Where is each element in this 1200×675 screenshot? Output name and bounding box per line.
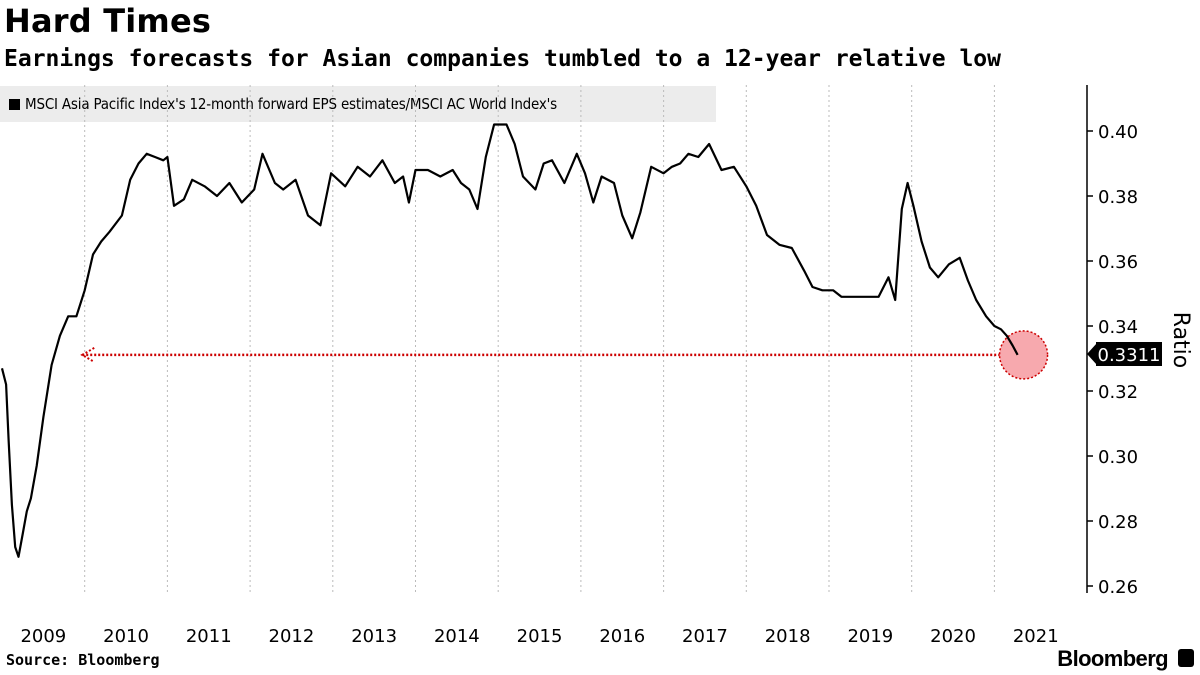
y-tick-label: 0.40 (1098, 122, 1138, 143)
y-tick-label: 0.38 (1098, 187, 1138, 208)
x-tick-label: 2016 (599, 626, 645, 647)
legend-label: MSCI Asia Pacific Index's 12-month forwa… (25, 95, 558, 113)
series-line (0, 123, 1019, 558)
y-axis-ticks: 0.26 0.28 0.30 0.32 0.34 0.36 0.38 0.40 (1087, 122, 1138, 598)
last-value-label: 0.3311 (1098, 345, 1161, 366)
y-axis-label: Ratio (1168, 312, 1193, 368)
x-tick-label: 2021 (1013, 626, 1059, 647)
y-tick-label: 0.28 (1098, 512, 1138, 533)
last-value-tag: 0.3311 (1087, 342, 1162, 366)
y-tick-label: 0.30 (1098, 447, 1138, 468)
x-tick-label: 2012 (269, 626, 315, 647)
y-tick-label: 0.32 (1098, 382, 1138, 403)
arrow-head (80, 347, 95, 363)
last-value-pointer (1087, 343, 1097, 365)
x-tick-label: 2013 (351, 626, 397, 647)
x-axis-ticks: 2009 2010 2011 2012 2013 2014 2015 2016 2017 2018… (20, 626, 1058, 647)
x-tick-label: 2018 (765, 626, 811, 647)
x-tick-label: 2010 (103, 626, 149, 647)
source-note: Source: Bloomberg (6, 651, 160, 669)
x-tick-label: 2009 (20, 626, 66, 647)
vertical-gridlines (84, 85, 995, 593)
bloomberg-chart-icon (1178, 649, 1194, 667)
x-tick-label: 2020 (930, 626, 976, 647)
x-tick-label: 2015 (517, 626, 563, 647)
chart-title: Hard Times (4, 2, 212, 40)
x-tick-label: 2017 (682, 626, 728, 647)
x-tick-label: 2014 (434, 626, 480, 647)
brand-logo: Bloomberg (1057, 646, 1168, 671)
chart-subtitle: Earnings forecasts for Asian companies t… (4, 46, 1001, 72)
y-tick-label: 0.26 (1098, 577, 1138, 598)
y-tick-label: 0.36 (1098, 252, 1138, 273)
legend: MSCI Asia Pacific Index's 12-month forwa… (0, 86, 716, 122)
level-annotation (80, 330, 1049, 380)
x-tick-label: 2011 (186, 626, 232, 647)
highlight-circle (998, 330, 1049, 380)
legend-swatch (9, 98, 20, 110)
x-tick-label: 2019 (847, 626, 893, 647)
y-tick-label: 0.34 (1098, 317, 1138, 338)
last-value-box (1096, 342, 1162, 366)
